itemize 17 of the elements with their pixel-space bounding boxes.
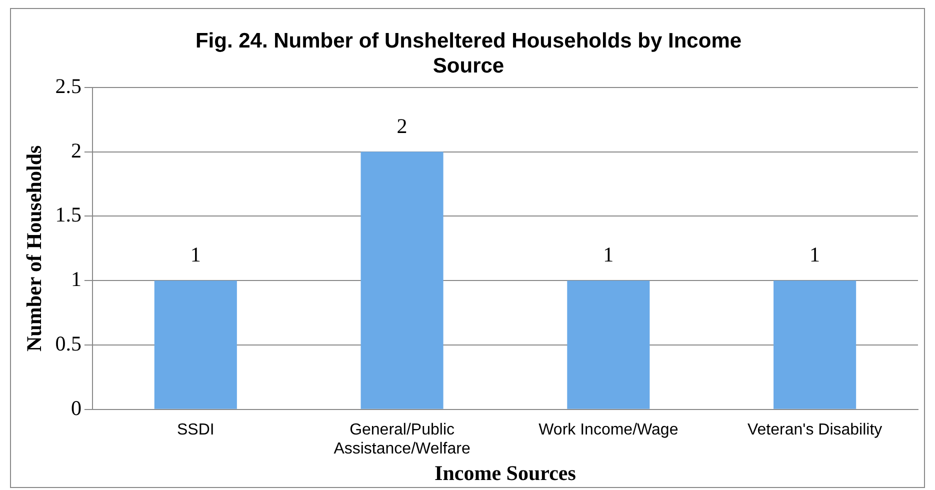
y-tick-label: 1 — [70, 267, 82, 292]
x-tick-label: SSDI — [176, 421, 214, 438]
x-axis-title: Income Sources — [434, 460, 576, 485]
y-axis-title: Number of Households — [22, 145, 46, 352]
y-tick-label: 0 — [70, 396, 82, 420]
x-tick-label: Veteran's Disability — [747, 421, 882, 438]
data-label: 1 — [603, 242, 614, 267]
data-label: 2 — [396, 114, 408, 138]
x-tick-label: General/Public Assistance/Welfare — [334, 421, 470, 458]
data-label: 1 — [810, 242, 820, 267]
x-tick-label: Work Income/Wage — [538, 421, 678, 438]
y-tick-label: 0.5 — [55, 332, 82, 356]
data-label: 1 — [190, 242, 201, 267]
y-tick-label: 2 — [70, 138, 82, 162]
y-tick-label: 1.5 — [55, 202, 82, 227]
chart-title: Fig. 24. Number of Unsheltered Households by Income Source — [195, 29, 742, 78]
y-tick-label: 2.5 — [55, 74, 82, 98]
